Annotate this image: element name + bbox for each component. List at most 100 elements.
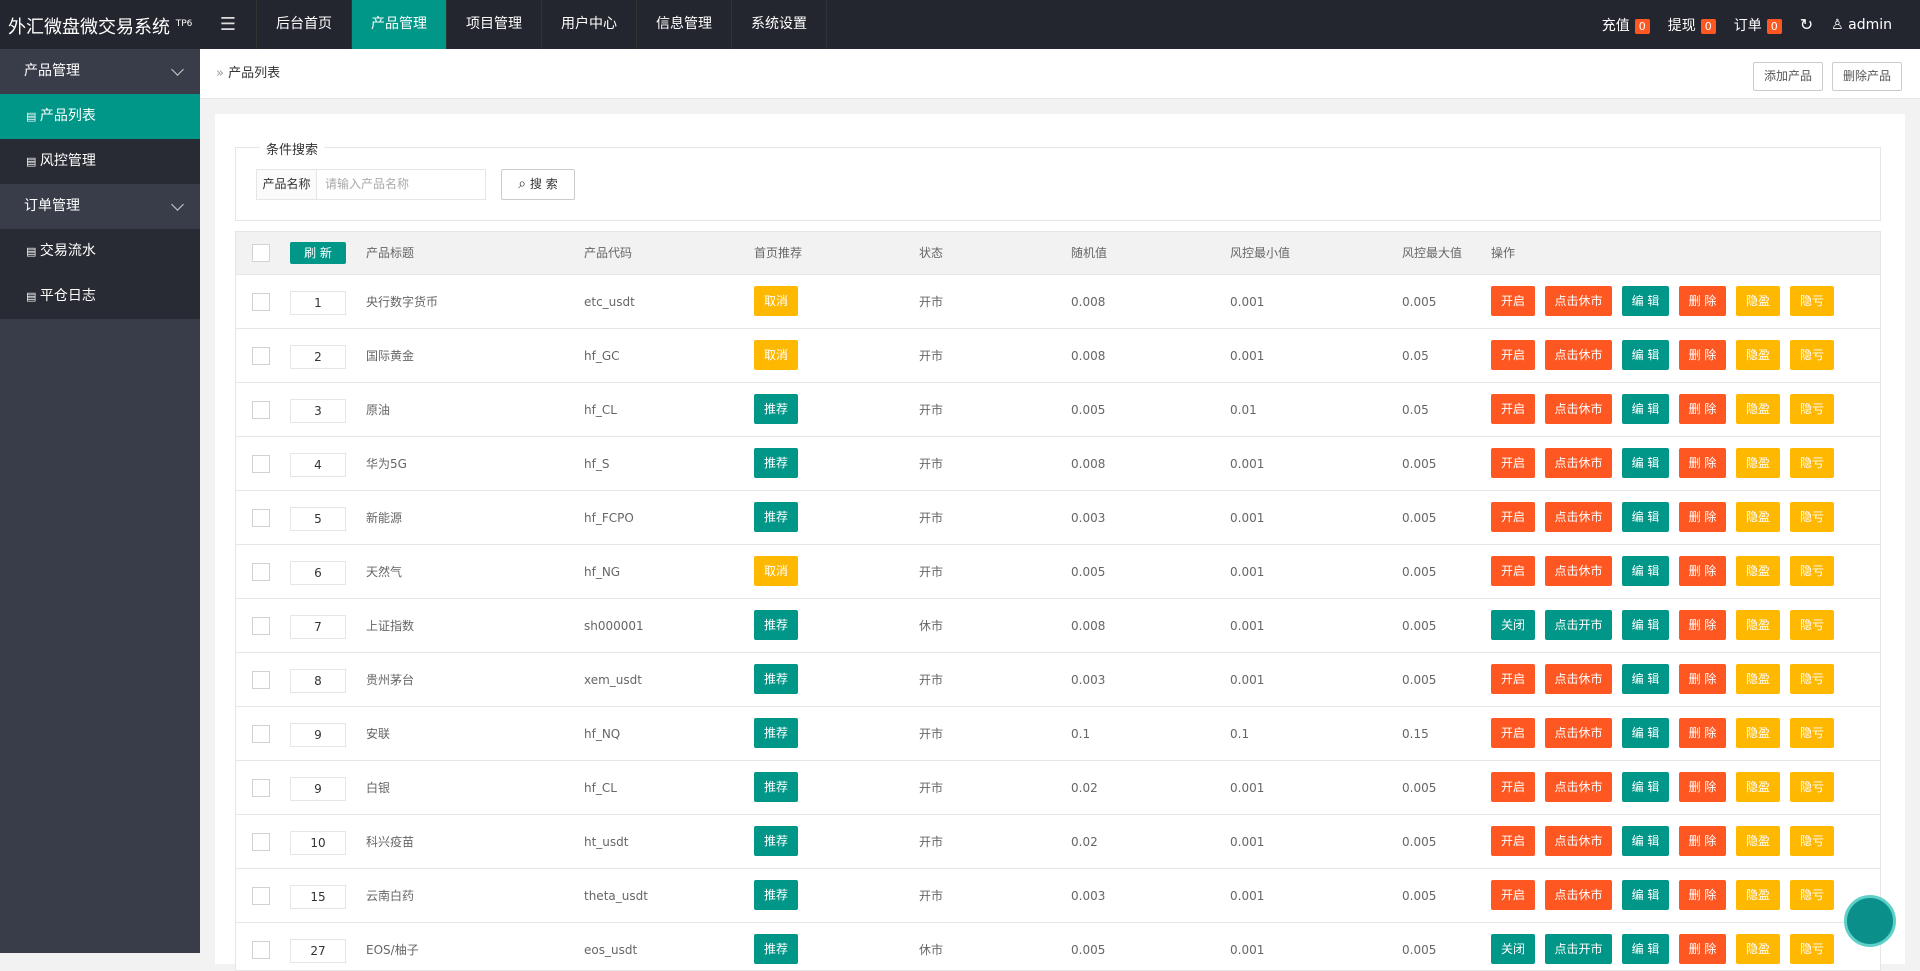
float-button[interactable] [1844, 895, 1896, 947]
recommend-button[interactable]: 取消 [754, 286, 798, 316]
sort-input[interactable]: 8 [290, 669, 346, 693]
action-button[interactable]: 删 除 [1679, 610, 1726, 640]
nav-item[interactable]: 用户中心 [542, 0, 637, 49]
action-button[interactable]: 隐盈 [1736, 880, 1780, 910]
nav-item[interactable]: 信息管理 [637, 0, 732, 49]
action-button[interactable]: 开启 [1491, 718, 1535, 748]
sort-input[interactable]: 10 [290, 831, 346, 855]
checkbox[interactable] [252, 725, 270, 743]
nav-item[interactable]: 产品管理 [352, 0, 447, 49]
action-button[interactable]: 隐盈 [1736, 502, 1780, 532]
action-button[interactable]: 点击休市 [1545, 448, 1612, 478]
menu-item[interactable]: 风控管理 [0, 139, 200, 184]
sort-input[interactable]: 27 [290, 939, 346, 963]
action-button[interactable]: 删 除 [1679, 718, 1726, 748]
action-button[interactable]: 隐亏 [1790, 934, 1834, 964]
checkbox[interactable] [252, 887, 270, 905]
action-button[interactable]: 删 除 [1679, 286, 1726, 316]
checkbox[interactable] [252, 833, 270, 851]
checkbox[interactable] [252, 401, 270, 419]
sort-input[interactable]: 6 [290, 561, 346, 585]
action-button[interactable]: 开启 [1491, 880, 1535, 910]
action-button[interactable]: 编 辑 [1622, 664, 1669, 694]
action-button[interactable]: 隐盈 [1736, 286, 1780, 316]
recommend-button[interactable]: 推荐 [754, 610, 798, 640]
action-button[interactable]: 隐亏 [1790, 556, 1834, 586]
action-button[interactable]: 编 辑 [1622, 448, 1669, 478]
sort-input[interactable]: 7 [290, 615, 346, 639]
recommend-button[interactable]: 推荐 [754, 772, 798, 802]
sort-input[interactable]: 9 [290, 723, 346, 747]
sort-input[interactable]: 15 [290, 885, 346, 909]
nav-item[interactable]: 项目管理 [447, 0, 542, 49]
action-button[interactable]: 点击开市 [1545, 934, 1612, 964]
action-button[interactable]: 编 辑 [1622, 286, 1669, 316]
recommend-button[interactable]: 推荐 [754, 448, 798, 478]
action-button[interactable]: 开启 [1491, 826, 1535, 856]
action-button[interactable]: 编 辑 [1622, 934, 1669, 964]
action-button[interactable]: 隐盈 [1736, 448, 1780, 478]
sort-input[interactable]: 2 [290, 345, 346, 369]
action-button[interactable]: 删 除 [1679, 880, 1726, 910]
action-button[interactable]: 删 除 [1679, 556, 1726, 586]
action-button[interactable]: 删 除 [1679, 934, 1726, 964]
checkbox[interactable] [252, 509, 270, 527]
action-button[interactable]: 隐盈 [1736, 664, 1780, 694]
checkbox[interactable] [252, 293, 270, 311]
action-button[interactable]: 隐亏 [1790, 664, 1834, 694]
action-button[interactable]: 编 辑 [1622, 880, 1669, 910]
action-button[interactable]: 隐盈 [1736, 718, 1780, 748]
action-button[interactable]: 编 辑 [1622, 556, 1669, 586]
action-button[interactable]: 开启 [1491, 556, 1535, 586]
action-button[interactable]: 隐盈 [1736, 934, 1780, 964]
checkbox[interactable] [252, 617, 270, 635]
recommend-button[interactable]: 推荐 [754, 664, 798, 694]
action-button[interactable]: 点击休市 [1545, 826, 1612, 856]
action-button[interactable]: 点击休市 [1545, 772, 1612, 802]
recommend-button[interactable]: 推荐 [754, 394, 798, 424]
sort-input[interactable]: 5 [290, 507, 346, 531]
refresh-button[interactable]: 刷 新 [290, 242, 346, 264]
action-button[interactable]: 点击休市 [1545, 664, 1612, 694]
action-button[interactable]: 隐盈 [1736, 556, 1780, 586]
action-button[interactable]: 开启 [1491, 448, 1535, 478]
checkbox[interactable] [252, 244, 270, 262]
action-button[interactable]: 点击休市 [1545, 718, 1612, 748]
action-button[interactable]: 隐盈 [1736, 610, 1780, 640]
action-button[interactable]: 删 除 [1679, 448, 1726, 478]
action-button[interactable]: 开启 [1491, 394, 1535, 424]
action-button[interactable]: 开启 [1491, 502, 1535, 532]
recommend-button[interactable]: 推荐 [754, 934, 798, 964]
sort-input[interactable]: 1 [290, 291, 346, 315]
action-button[interactable]: 隐盈 [1736, 394, 1780, 424]
action-button[interactable]: 隐亏 [1790, 772, 1834, 802]
action-button[interactable]: 编 辑 [1622, 394, 1669, 424]
action-button[interactable]: 点击休市 [1545, 286, 1612, 316]
action-button[interactable]: 关闭 [1491, 610, 1535, 640]
recommend-button[interactable]: 推荐 [754, 880, 798, 910]
action-button[interactable]: 隐亏 [1790, 502, 1834, 532]
action-button[interactable]: 删 除 [1679, 502, 1726, 532]
action-button[interactable]: 编 辑 [1622, 826, 1669, 856]
action-button[interactable]: 删 除 [1679, 772, 1726, 802]
delete-button[interactable]: 删除产品 [1832, 62, 1902, 91]
action-button[interactable]: 删 除 [1679, 394, 1726, 424]
menu-item[interactable]: 产品列表 [0, 94, 200, 139]
menu-group[interactable]: 产品管理 [0, 49, 200, 94]
search-button[interactable]: ⌕ 搜 索 [501, 169, 575, 200]
action-button[interactable]: 点击休市 [1545, 340, 1612, 370]
menu-group[interactable]: 订单管理 [0, 184, 200, 229]
action-button[interactable]: 删 除 [1679, 826, 1726, 856]
add-button[interactable]: 添加产品 [1753, 62, 1823, 91]
action-button[interactable]: 隐亏 [1790, 826, 1834, 856]
checkbox[interactable] [252, 455, 270, 473]
sort-input[interactable]: 3 [290, 399, 346, 423]
action-button[interactable]: 隐亏 [1790, 448, 1834, 478]
action-button[interactable]: 点击休市 [1545, 502, 1612, 532]
action-button[interactable]: 隐亏 [1790, 286, 1834, 316]
user[interactable]: ♙ admin [1831, 17, 1892, 33]
stat[interactable]: 提现0 [1668, 15, 1716, 35]
recommend-button[interactable]: 取消 [754, 340, 798, 370]
menu-toggle[interactable]: ☰ [200, 0, 257, 49]
action-button[interactable]: 点击休市 [1545, 394, 1612, 424]
